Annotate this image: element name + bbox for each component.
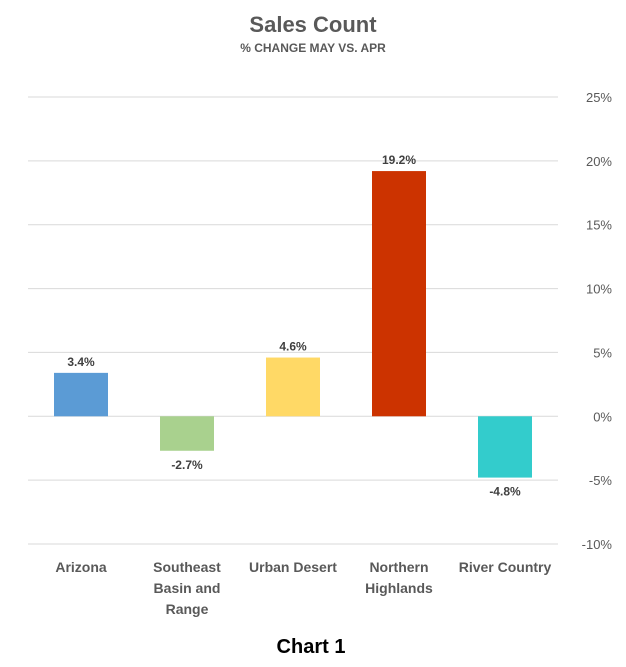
y-tick-label: 5% <box>593 345 612 360</box>
y-axis-ticks: -10% -5% 0% 5% 10% 15% 20% 25% <box>582 90 613 552</box>
bar <box>478 416 532 478</box>
data-label: 19.2% <box>382 153 416 167</box>
category-label: River Country <box>459 559 552 575</box>
y-tick-label: 15% <box>586 218 612 233</box>
bars <box>54 171 532 478</box>
chart-title: Sales Count <box>249 12 377 37</box>
category-label: Highlands <box>365 580 433 596</box>
category-label: Range <box>166 601 209 617</box>
x-axis-categories: Arizona Southeast Basin and Range Urban Dese… <box>55 559 551 617</box>
category-label: Southeast <box>153 559 221 575</box>
category-label: Northern <box>369 559 428 575</box>
bar <box>160 416 214 451</box>
y-tick-label: 20% <box>586 154 612 169</box>
y-tick-label: -5% <box>589 473 613 488</box>
bar <box>266 357 320 417</box>
y-tick-label: 25% <box>586 90 612 105</box>
category-label: Arizona <box>55 559 107 575</box>
data-label: -2.7% <box>171 458 203 472</box>
data-label: 3.4% <box>67 355 95 369</box>
data-label: 4.6% <box>279 340 307 354</box>
data-label: -4.8% <box>489 485 521 499</box>
data-labels: 3.4% -2.7% 4.6% 19.2% -4.8% <box>67 153 521 499</box>
category-label: Urban Desert <box>249 559 337 575</box>
y-tick-label: -10% <box>582 537 613 552</box>
category-label: Basin and <box>154 580 221 596</box>
chart-caption: Chart 1 <box>277 636 346 658</box>
chart-subtitle: % CHANGE MAY VS. APR <box>240 41 386 55</box>
bar <box>372 171 426 417</box>
y-tick-label: 10% <box>586 282 612 297</box>
y-tick-label: 0% <box>593 409 612 424</box>
bar <box>54 372 108 417</box>
